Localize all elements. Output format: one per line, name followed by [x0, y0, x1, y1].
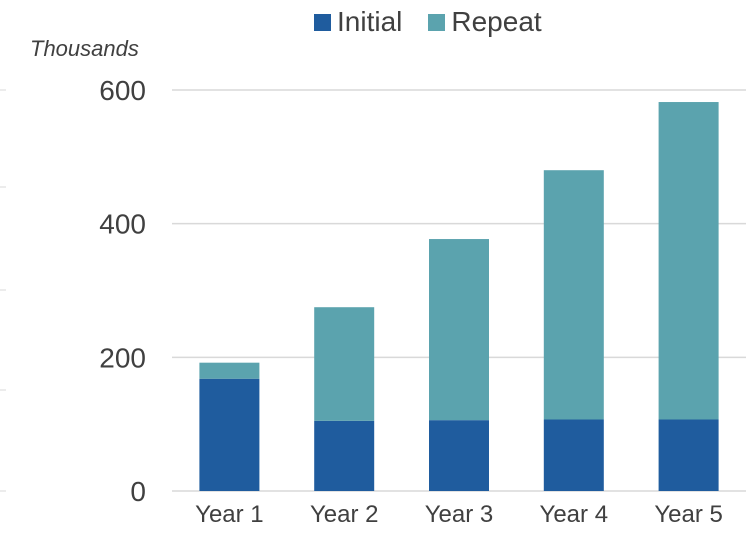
x-tick-label-1: Year 1	[195, 501, 264, 528]
x-tick-label-5: Year 5	[654, 501, 723, 528]
legend: Initial Repeat	[314, 6, 568, 38]
bar-repeat-year-4	[543, 170, 604, 420]
y-tick-label-200: 200	[99, 342, 146, 373]
x-tick-label-3: Year 3	[425, 501, 494, 528]
legend-item-repeat: Repeat	[428, 6, 542, 38]
bar-repeat-year-2	[314, 307, 375, 421]
bar-initial-year-4	[543, 419, 604, 491]
x-tick-label-4: Year 4	[540, 501, 609, 528]
y-tick-label-0: 0	[130, 476, 146, 507]
unit-label: Thousands	[30, 36, 139, 61]
bar-repeat-year-1	[199, 362, 260, 379]
legend-swatch-initial	[314, 13, 331, 31]
legend-label-repeat: Repeat	[451, 6, 542, 37]
bar-repeat-year-3	[429, 239, 489, 421]
y-tick-label-400: 400	[99, 209, 146, 240]
bar-repeat-year-5	[658, 102, 719, 420]
bar-initial-year-5	[658, 419, 719, 491]
x-tick-label-2: Year 2	[310, 501, 379, 528]
bar-initial-year-1	[199, 378, 260, 491]
bar-initial-year-3	[429, 420, 489, 491]
bar-initial-year-2	[314, 420, 375, 491]
legend-item-initial: Initial	[314, 6, 402, 38]
legend-swatch-repeat	[428, 13, 446, 31]
y-tick-label-600: 600	[99, 75, 146, 106]
legend-label-initial: Initial	[337, 6, 403, 37]
